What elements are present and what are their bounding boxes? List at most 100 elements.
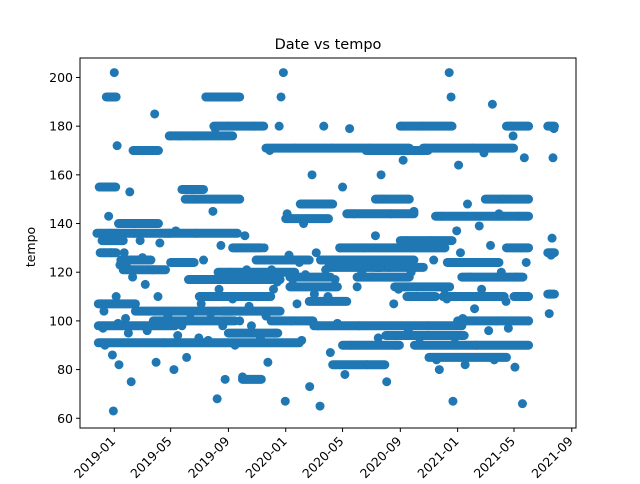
data-point	[547, 233, 557, 243]
data-point	[386, 209, 396, 219]
data-point	[330, 275, 340, 285]
data-point	[347, 340, 357, 350]
data-point	[368, 272, 378, 282]
data-point	[352, 282, 362, 292]
data-point	[122, 262, 132, 272]
data-point	[249, 121, 259, 131]
data-point	[311, 248, 321, 258]
data-point	[463, 199, 472, 209]
y-tick-label: 160	[49, 167, 73, 182]
data-point	[272, 277, 282, 287]
data-point	[521, 257, 531, 267]
data-point	[514, 211, 524, 221]
data-point	[155, 238, 165, 248]
data-point	[549, 124, 559, 134]
data-point	[103, 182, 113, 192]
data-point	[119, 248, 129, 258]
data-point	[313, 321, 323, 331]
data-point	[417, 121, 427, 131]
data-point	[442, 294, 452, 304]
data-point	[452, 226, 462, 236]
data-point	[492, 316, 502, 326]
data-point	[517, 399, 527, 409]
data-point	[317, 199, 327, 209]
data-point	[100, 340, 110, 350]
data-point	[489, 355, 499, 365]
plot-frame	[79, 57, 577, 429]
y-tick-label: 100	[49, 313, 73, 328]
data-point	[240, 231, 250, 241]
data-point	[409, 206, 419, 216]
data-point	[184, 275, 193, 285]
data-point	[118, 236, 128, 246]
data-point	[474, 221, 484, 231]
data-point	[153, 292, 163, 302]
data-point	[104, 211, 114, 221]
data-point	[446, 92, 456, 102]
data-point	[403, 326, 413, 336]
data-point	[144, 146, 154, 155]
data-point	[423, 321, 433, 331]
data-point	[165, 131, 175, 141]
y-tick-label: 60	[57, 411, 73, 426]
data-point	[309, 289, 319, 299]
data-point	[302, 316, 312, 326]
data-point	[315, 401, 325, 411]
data-point	[472, 340, 482, 350]
data-point	[335, 243, 345, 253]
data-point	[216, 240, 226, 250]
data-point	[276, 92, 286, 102]
data-point	[235, 316, 245, 326]
data-point	[376, 170, 386, 180]
data-point	[203, 335, 213, 345]
points-layer	[92, 68, 559, 416]
data-point	[150, 109, 160, 119]
data-point	[345, 124, 355, 134]
data-point	[519, 153, 529, 163]
data-point	[297, 335, 307, 345]
data-point	[115, 260, 125, 270]
data-point	[506, 121, 516, 131]
data-point	[282, 209, 292, 219]
data-point	[251, 255, 261, 265]
data-point	[208, 206, 218, 216]
data-point	[328, 143, 338, 153]
data-point	[114, 360, 124, 370]
data-point	[455, 248, 465, 258]
data-point	[286, 316, 296, 326]
data-point	[123, 328, 133, 338]
data-point	[267, 265, 277, 275]
data-point	[389, 299, 399, 309]
data-point	[357, 267, 367, 277]
data-point	[106, 228, 116, 238]
data-point	[169, 365, 179, 375]
data-point	[274, 121, 284, 131]
data-point	[354, 321, 364, 331]
data-point	[129, 228, 139, 238]
data-point	[151, 357, 161, 367]
data-point	[196, 299, 206, 309]
data-point	[230, 340, 240, 350]
data-point	[270, 328, 280, 338]
data-point	[477, 284, 487, 294]
data-point	[420, 143, 430, 153]
data-point	[499, 194, 509, 204]
y-tick-label: 200	[49, 70, 73, 85]
data-point	[167, 257, 177, 267]
data-point	[173, 331, 183, 340]
data-point	[398, 155, 408, 165]
data-point	[396, 121, 406, 131]
data-point	[406, 267, 416, 277]
data-point	[142, 326, 152, 336]
data-point	[300, 270, 310, 280]
data-point	[126, 377, 136, 387]
data-point	[137, 253, 147, 263]
data-point	[487, 99, 497, 109]
data-point	[305, 382, 315, 392]
data-point	[179, 184, 189, 194]
data-point	[214, 284, 224, 294]
data-point	[284, 250, 294, 260]
y-tick-label: 180	[49, 119, 73, 134]
